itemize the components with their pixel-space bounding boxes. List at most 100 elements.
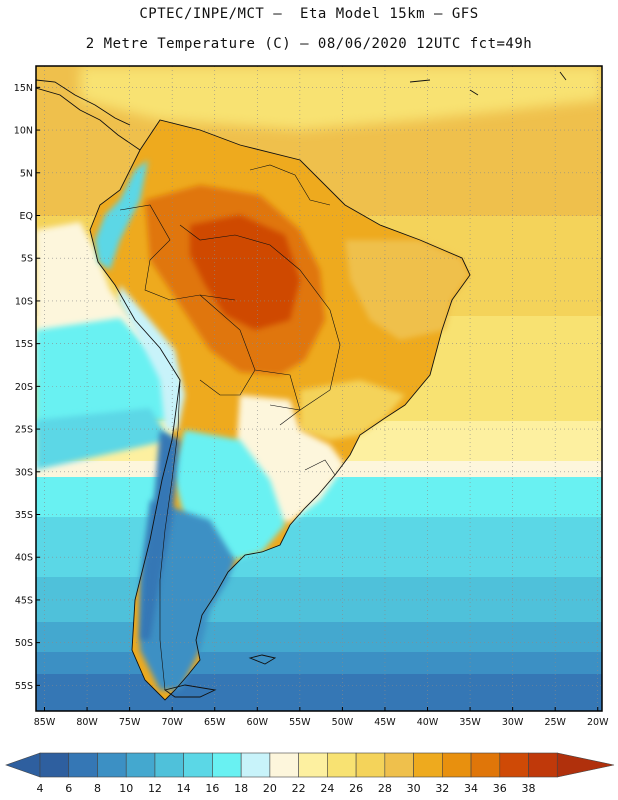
map-frame <box>35 65 603 712</box>
lat-label-25S: 25S <box>15 425 33 436</box>
lat-label-5N: 5N <box>20 168 33 179</box>
legend-label-34: 34 <box>464 782 478 795</box>
legend-swatch-14 <box>442 752 472 778</box>
land-southeast <box>300 380 405 440</box>
lon-label-75W: 75W <box>119 717 141 728</box>
lat-label-35S: 35S <box>15 510 33 521</box>
legend-swatch-5 <box>183 752 213 778</box>
legend-label-18: 18 <box>234 782 248 795</box>
legend-label-24: 24 <box>320 782 334 795</box>
lon-label-55W: 55W <box>289 717 311 728</box>
legend-swatch-15 <box>470 752 501 778</box>
legend-label-4: 4 <box>37 782 44 795</box>
legend-label-22: 22 <box>292 782 306 795</box>
legend-swatch-4 <box>154 752 184 778</box>
land-temperature-field <box>90 120 470 700</box>
pacific-cool-tongue-14 <box>36 408 170 470</box>
legend-label-6: 6 <box>65 782 72 795</box>
lat-label-EQ: EQ <box>20 211 33 222</box>
lon-label-20W: 20W <box>587 717 609 728</box>
legend-swatch-9 <box>298 752 328 778</box>
legend-label-28: 28 <box>378 782 392 795</box>
border-guianas <box>249 164 331 206</box>
lat-label-50S: 50S <box>15 638 33 649</box>
lat-label-5S: 5S <box>21 254 33 265</box>
temperature-legend: 4 6 8 10 12 14 16 18 20 22 24 26 28 30 32 34 36 38 <box>5 752 615 795</box>
legend-label-26: 26 <box>349 782 363 795</box>
lon-label-60W: 60W <box>247 717 269 728</box>
legend-high-arrow <box>556 752 615 778</box>
legend-swatch-11 <box>355 752 386 778</box>
band-14 <box>36 517 602 577</box>
caribbean-islands <box>409 71 567 96</box>
band-8 <box>36 652 602 674</box>
legend-swatch-3 <box>125 752 156 778</box>
map-title-source: CPTEC/INPE/MCT – Eta Model 15km – GFS <box>139 6 479 22</box>
map-plot-area <box>36 66 602 711</box>
legend-swatch-13 <box>413 752 443 778</box>
south-america-coastline <box>89 119 471 701</box>
border-uruguay <box>304 459 336 476</box>
border-brazil-west <box>179 224 341 411</box>
lon-label-25W: 25W <box>544 717 566 728</box>
band-10 <box>36 622 602 652</box>
legend-label-30: 30 <box>407 782 421 795</box>
lon-label-50W: 50W <box>332 717 354 728</box>
lat-label-20S: 20S <box>15 382 33 393</box>
legend-swatch-12 <box>384 752 414 778</box>
caribbean-warm <box>80 66 602 130</box>
legend-swatch-0 <box>39 752 70 778</box>
lon-label-70W: 70W <box>161 717 183 728</box>
coastlines <box>36 71 567 701</box>
lat-label-45S: 45S <box>15 595 33 606</box>
legend-swatch-10 <box>327 752 357 778</box>
band-12 <box>36 577 602 622</box>
falkland-islands <box>248 654 277 665</box>
legend-low-arrow <box>5 752 41 778</box>
legend-swatch-6 <box>212 752 242 778</box>
legend-swatch-7 <box>240 752 271 778</box>
legend-swatch-8 <box>269 752 299 778</box>
land-northeast <box>345 240 470 340</box>
latitude-labels: 15N 10N 5N EQ 5S 10S 15S 20S 25S 30S 35S 40S 45S 50S 5… <box>14 83 40 692</box>
lat-label-15S: 15S <box>15 339 33 350</box>
legend-label-8: 8 <box>94 782 101 795</box>
legend-swatch-1 <box>68 752 98 778</box>
legend-label-38: 38 <box>522 782 536 795</box>
andes-cold-ridge <box>140 430 180 640</box>
lat-label-40S: 40S <box>15 553 33 564</box>
longitude-labels: 85W 80W 75W 70W 65W 60W 55W 50W 45W 40W 35W 30W 25W 2… <box>34 707 609 728</box>
legend-label-20: 20 <box>263 782 277 795</box>
legend-swatch-16 <box>499 752 529 778</box>
lon-label-80W: 80W <box>76 717 98 728</box>
legend-label-36: 36 <box>493 782 507 795</box>
lon-label-85W: 85W <box>34 717 56 728</box>
band-6 <box>36 674 602 711</box>
lon-label-30W: 30W <box>502 717 524 728</box>
lat-label-30S: 30S <box>15 467 33 478</box>
lon-label-45W: 45W <box>374 717 396 728</box>
lat-label-15N: 15N <box>14 83 33 94</box>
legend-label-12: 12 <box>148 782 162 795</box>
legend-swatch-17 <box>528 752 558 778</box>
lon-label-40W: 40W <box>417 717 439 728</box>
legend-swatch-2 <box>97 752 127 778</box>
central-andes <box>118 285 185 430</box>
map-title-variable: 2 Metre Temperature (C) – 08/06/2020 12U… <box>85 36 533 52</box>
lat-label-10N: 10N <box>14 126 33 137</box>
border-bolivia <box>199 294 256 396</box>
legend-label-16: 16 <box>205 782 219 795</box>
lat-label-55S: 55S <box>15 681 33 692</box>
border-paraguay <box>254 369 301 426</box>
pacific-cool-tongue-16 <box>36 318 170 430</box>
lat-label-10S: 10S <box>15 296 33 307</box>
land-hottest <box>190 215 300 330</box>
legend-label-32: 32 <box>435 782 449 795</box>
legend-label-14: 14 <box>177 782 191 795</box>
legend-label-10: 10 <box>119 782 133 795</box>
border-andean <box>119 204 236 301</box>
lon-label-65W: 65W <box>204 717 226 728</box>
country-borders <box>119 164 341 691</box>
andes-north-ridge <box>95 160 148 270</box>
